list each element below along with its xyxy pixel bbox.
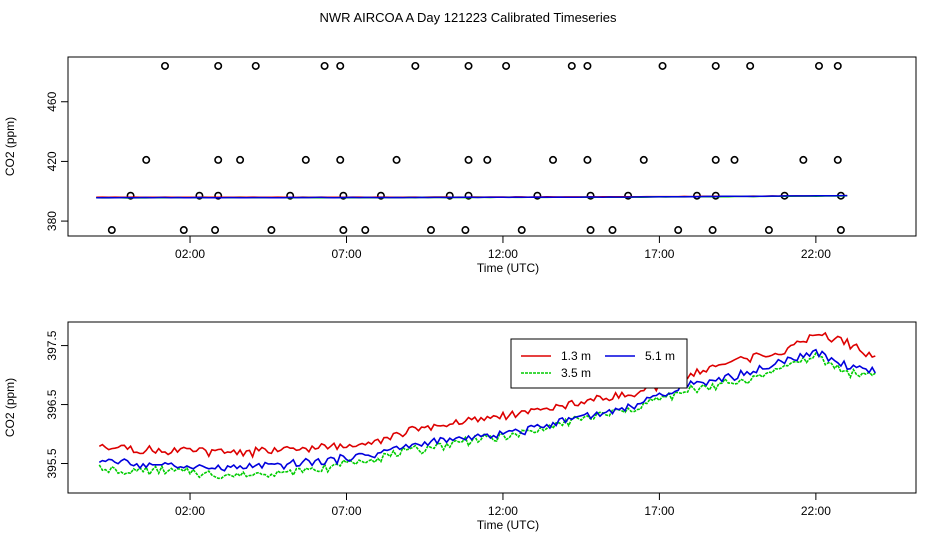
chart-title: NWR AIRCOA A Day 121223 Calibrated Times… bbox=[320, 10, 617, 25]
reference-point bbox=[549, 155, 558, 164]
reference-point bbox=[674, 226, 683, 235]
reference-point bbox=[107, 226, 116, 235]
reference-point bbox=[426, 226, 435, 235]
legend: 1.3 m 5.1 m 3.5 m bbox=[510, 338, 688, 389]
reference-point bbox=[445, 191, 454, 200]
reference-point bbox=[126, 191, 135, 200]
x-tick-label: 12:00 bbox=[488, 247, 518, 261]
reference-point bbox=[746, 61, 755, 70]
reference-point bbox=[583, 61, 592, 70]
x-axis-label: Time (UTC) bbox=[477, 518, 539, 532]
reference-point bbox=[161, 61, 170, 70]
reference-point bbox=[336, 155, 345, 164]
reference-point bbox=[502, 61, 511, 70]
x-tick-label: 02:00 bbox=[175, 247, 205, 261]
reference-point bbox=[764, 226, 773, 235]
plot-area bbox=[98, 331, 876, 480]
legend-label: 1.3 m bbox=[561, 349, 591, 363]
series-line-51m bbox=[96, 194, 848, 199]
reference-point bbox=[214, 191, 223, 200]
x-tick-label: 17:00 bbox=[644, 504, 674, 518]
series-line-35m bbox=[98, 351, 876, 480]
series-line-51m bbox=[98, 348, 876, 472]
reference-point bbox=[336, 61, 345, 70]
y-tick-label: 420 bbox=[45, 151, 59, 171]
reference-point bbox=[586, 226, 595, 235]
reference-point bbox=[464, 191, 473, 200]
x-tick-label: 02:00 bbox=[175, 504, 205, 518]
series-line-13m bbox=[98, 331, 876, 459]
y-axis-label: CO2 (ppm) bbox=[3, 117, 17, 176]
reference-point bbox=[211, 226, 220, 235]
y-tick-label: 397.5 bbox=[45, 330, 59, 360]
reference-point bbox=[214, 61, 223, 70]
reference-point bbox=[814, 61, 823, 70]
reference-point bbox=[567, 61, 576, 70]
y-tick-label: 460 bbox=[45, 91, 59, 111]
legend-label: 5.1 m bbox=[645, 349, 675, 363]
reference-point bbox=[533, 191, 542, 200]
x-tick-label: 22:00 bbox=[801, 247, 831, 261]
reference-point bbox=[195, 191, 204, 200]
x-tick-label: 07:00 bbox=[331, 247, 361, 261]
reference-point bbox=[267, 226, 276, 235]
reference-point bbox=[214, 155, 223, 164]
reference-point bbox=[583, 155, 592, 164]
reference-point bbox=[376, 191, 385, 200]
reference-point bbox=[836, 226, 845, 235]
reference-point bbox=[339, 226, 348, 235]
x-axis-label: Time (UTC) bbox=[477, 261, 539, 275]
reference-point bbox=[624, 191, 633, 200]
reference-point bbox=[608, 226, 617, 235]
reference-point bbox=[286, 191, 295, 200]
x-tick-label: 07:00 bbox=[331, 504, 361, 518]
reference-point bbox=[730, 155, 739, 164]
reference-point bbox=[251, 61, 260, 70]
reference-point bbox=[320, 61, 329, 70]
reference-point bbox=[517, 226, 526, 235]
x-tick-label: 12:00 bbox=[488, 504, 518, 518]
plot-area bbox=[96, 61, 848, 235]
reference-point bbox=[236, 155, 245, 164]
reference-point bbox=[711, 155, 720, 164]
y-axis-label: CO2 (ppm) bbox=[3, 378, 17, 437]
x-tick-label: 17:00 bbox=[644, 247, 674, 261]
reference-point bbox=[711, 61, 720, 70]
x-tick-label: 22:00 bbox=[801, 504, 831, 518]
reference-point bbox=[708, 226, 717, 235]
legend-label: 3.5 m bbox=[561, 366, 591, 380]
reference-point bbox=[142, 155, 151, 164]
reference-point bbox=[833, 155, 842, 164]
plot-frame bbox=[67, 56, 917, 237]
reference-point bbox=[179, 226, 188, 235]
reference-point bbox=[361, 226, 370, 235]
y-tick-label: 380 bbox=[45, 211, 59, 231]
reference-point bbox=[464, 155, 473, 164]
reference-point bbox=[392, 155, 401, 164]
reference-point bbox=[586, 191, 595, 200]
reference-point bbox=[799, 155, 808, 164]
reference-point bbox=[301, 155, 310, 164]
reference-point bbox=[411, 61, 420, 70]
reference-point bbox=[639, 155, 648, 164]
bottom-panel: 02:00 07:00 12:00 17:00 22:00 395.5 396.5 397.5… bbox=[3, 321, 917, 532]
y-tick-label: 396.5 bbox=[45, 389, 59, 419]
reference-point bbox=[464, 61, 473, 70]
reference-point bbox=[833, 61, 842, 70]
reference-point bbox=[339, 191, 348, 200]
top-panel: 02:00 07:00 12:00 17:00 22:00 380 420 460 Time (… bbox=[3, 56, 917, 275]
reference-point bbox=[461, 226, 470, 235]
y-tick-label: 395.5 bbox=[45, 448, 59, 478]
reference-point bbox=[658, 61, 667, 70]
legend-box bbox=[510, 338, 688, 389]
plot-frame bbox=[67, 321, 917, 494]
reference-point bbox=[483, 155, 492, 164]
